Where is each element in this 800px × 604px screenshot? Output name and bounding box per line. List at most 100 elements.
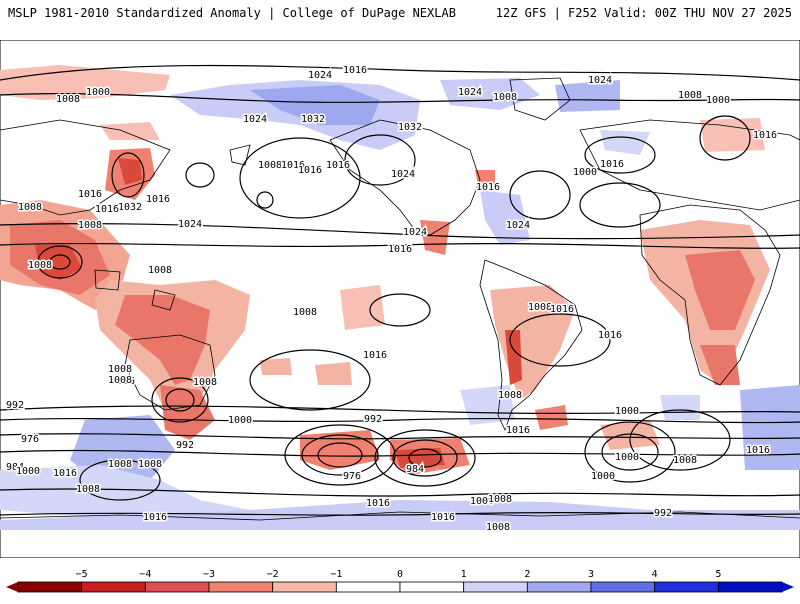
isobar-line (0, 417, 800, 424)
isobar-label-halo: 992 (176, 440, 194, 451)
isobar-label: 976 (343, 471, 361, 482)
isobar-label: 1016 (343, 65, 367, 76)
isobar-closed (509, 170, 571, 220)
anomaly-patch (555, 80, 620, 112)
isobar-label-halo: 1016 (53, 468, 77, 479)
isobar-label-halo: 1008 (193, 377, 217, 388)
colorbar-swatch (654, 581, 719, 593)
isobar-label-halo: 1032 (118, 202, 142, 213)
isobar-label-halo: 1016 (343, 65, 367, 76)
isobar-label-halo: 1008 (678, 90, 702, 101)
isobar-label: 1016 (143, 512, 167, 523)
isobar-label-halo: 1008 (498, 390, 522, 401)
colorbar: −5 −4 −3 −2 −1 0 1 2 3 4 5 (0, 560, 800, 600)
isobar-line (0, 511, 800, 516)
colorbar-tick-label: −1 (330, 569, 342, 580)
isobar-label: 1000 (615, 406, 639, 417)
isobar-label-halo: 1016 (111, 376, 135, 387)
isobar-label-halo: 1008 (673, 455, 697, 466)
anomaly-map[interactable]: 1016101610241024100010001024102410081008… (0, 40, 800, 558)
colorbar-arrow-low (6, 582, 18, 592)
isobar-label: 1000 (591, 471, 615, 482)
colorbar-swatch (717, 581, 783, 593)
isobar-label-halo: 1008 (76, 484, 100, 495)
isobar-label: 1024 (458, 87, 482, 98)
colorbar-tick-label: 4 (652, 569, 658, 580)
anomaly-patch (315, 362, 352, 385)
isobar-label-halo: 1008 (488, 494, 512, 505)
colorbar-graphic: −5 −4 −3 −2 −1 0 1 2 3 4 5 (6, 569, 794, 593)
anomaly-patch (340, 285, 385, 330)
isobar-line (0, 405, 800, 415)
anomaly-patch (260, 358, 292, 375)
coastline (124, 334, 216, 411)
isobar-label: 1016 (746, 445, 770, 456)
isobar-label-halo: 1016 (431, 512, 455, 523)
isobar-label-halo: 1000 (591, 471, 615, 482)
isobar-line (0, 449, 800, 457)
isobar-label: 1032 (398, 122, 422, 133)
isobar-label: 1016 (111, 376, 135, 387)
isobar-label: 1008 (108, 375, 132, 386)
isobar-label: 1008 (678, 90, 702, 101)
map-title: MSLP 1981-2010 Standardized Anomaly | Co… (8, 6, 456, 20)
isobar-label: 984 (406, 464, 424, 475)
anomaly-patch (600, 420, 660, 450)
colorbar-swatch (272, 581, 337, 593)
anomaly-patch (660, 395, 700, 420)
isobar-label: 1016 (281, 160, 305, 171)
isobar-label-halo: 1024 (308, 70, 332, 81)
isobar-closed (317, 442, 363, 468)
isobar-label: 1008 (28, 260, 52, 271)
isobar-label-halo: 1016 (598, 330, 622, 341)
isobar-label-halo: 1024 (588, 75, 612, 86)
isobar-line (0, 433, 800, 440)
isobar-closed (601, 433, 659, 471)
isobar-label-halo: 1016 (506, 425, 530, 436)
isobar-label: 1008 (76, 484, 100, 495)
isobar-label-halo: 1016 (281, 160, 305, 171)
isobar-closed (369, 293, 431, 327)
isobar-closed (79, 459, 161, 501)
anomaly-patch (440, 78, 540, 110)
isobar-line (0, 93, 800, 104)
isobar-label: 1000 (573, 167, 597, 178)
isobar-label-halo: 1000 (16, 466, 40, 477)
isobar-label-halo: 1008 (148, 265, 172, 276)
anomaly-patch (700, 345, 740, 385)
colorbar-tick-label: −3 (203, 569, 215, 580)
isobar-label: 1024 (506, 220, 530, 231)
anomaly-patch (460, 385, 515, 425)
isobar-closed (49, 254, 71, 270)
isobar-closed (239, 137, 361, 219)
colorbar-tick-label: 1 (461, 569, 467, 580)
anomaly-patch (505, 330, 522, 385)
isobar-label: 1016 (550, 304, 574, 315)
isobar-closed (165, 388, 195, 412)
isobar-label-halo: 1000 (573, 167, 597, 178)
isobar-closed (699, 115, 751, 161)
isobar-label-halo: 1016 (476, 182, 500, 193)
isobar-label-halo: 1000 (615, 406, 639, 417)
isobar-line (0, 242, 800, 249)
isobar-label: 1016 (753, 130, 777, 141)
isobar-label-halo: 1000 (470, 496, 494, 507)
anomaly-patch (420, 220, 450, 255)
isobar-label: 1008 (18, 202, 42, 213)
isobar-label-halo: 1000 (706, 95, 730, 106)
coastline (0, 119, 171, 216)
isobar-label-halo: 1008 (108, 375, 132, 386)
colorbar-swatch (335, 581, 401, 593)
isobar-closed (584, 136, 656, 174)
isobar-label-halo: 1000 (86, 87, 110, 98)
isobar-label: 1016 (298, 165, 322, 176)
anomaly-patch (115, 295, 210, 385)
map-panel[interactable]: 1016 1016 1024 1024 1000 1000 1024 1024 1008 1008… (0, 40, 800, 558)
colorbar-swatch (399, 581, 465, 593)
isobar-label: 1008 (486, 522, 510, 533)
isobar-label: 1000 (228, 415, 252, 426)
isobar-label: 992 (176, 440, 194, 451)
isobar-label: 976 (21, 434, 39, 445)
colorbar-swatches (6, 581, 794, 593)
isobar-label: 1008 (193, 377, 217, 388)
